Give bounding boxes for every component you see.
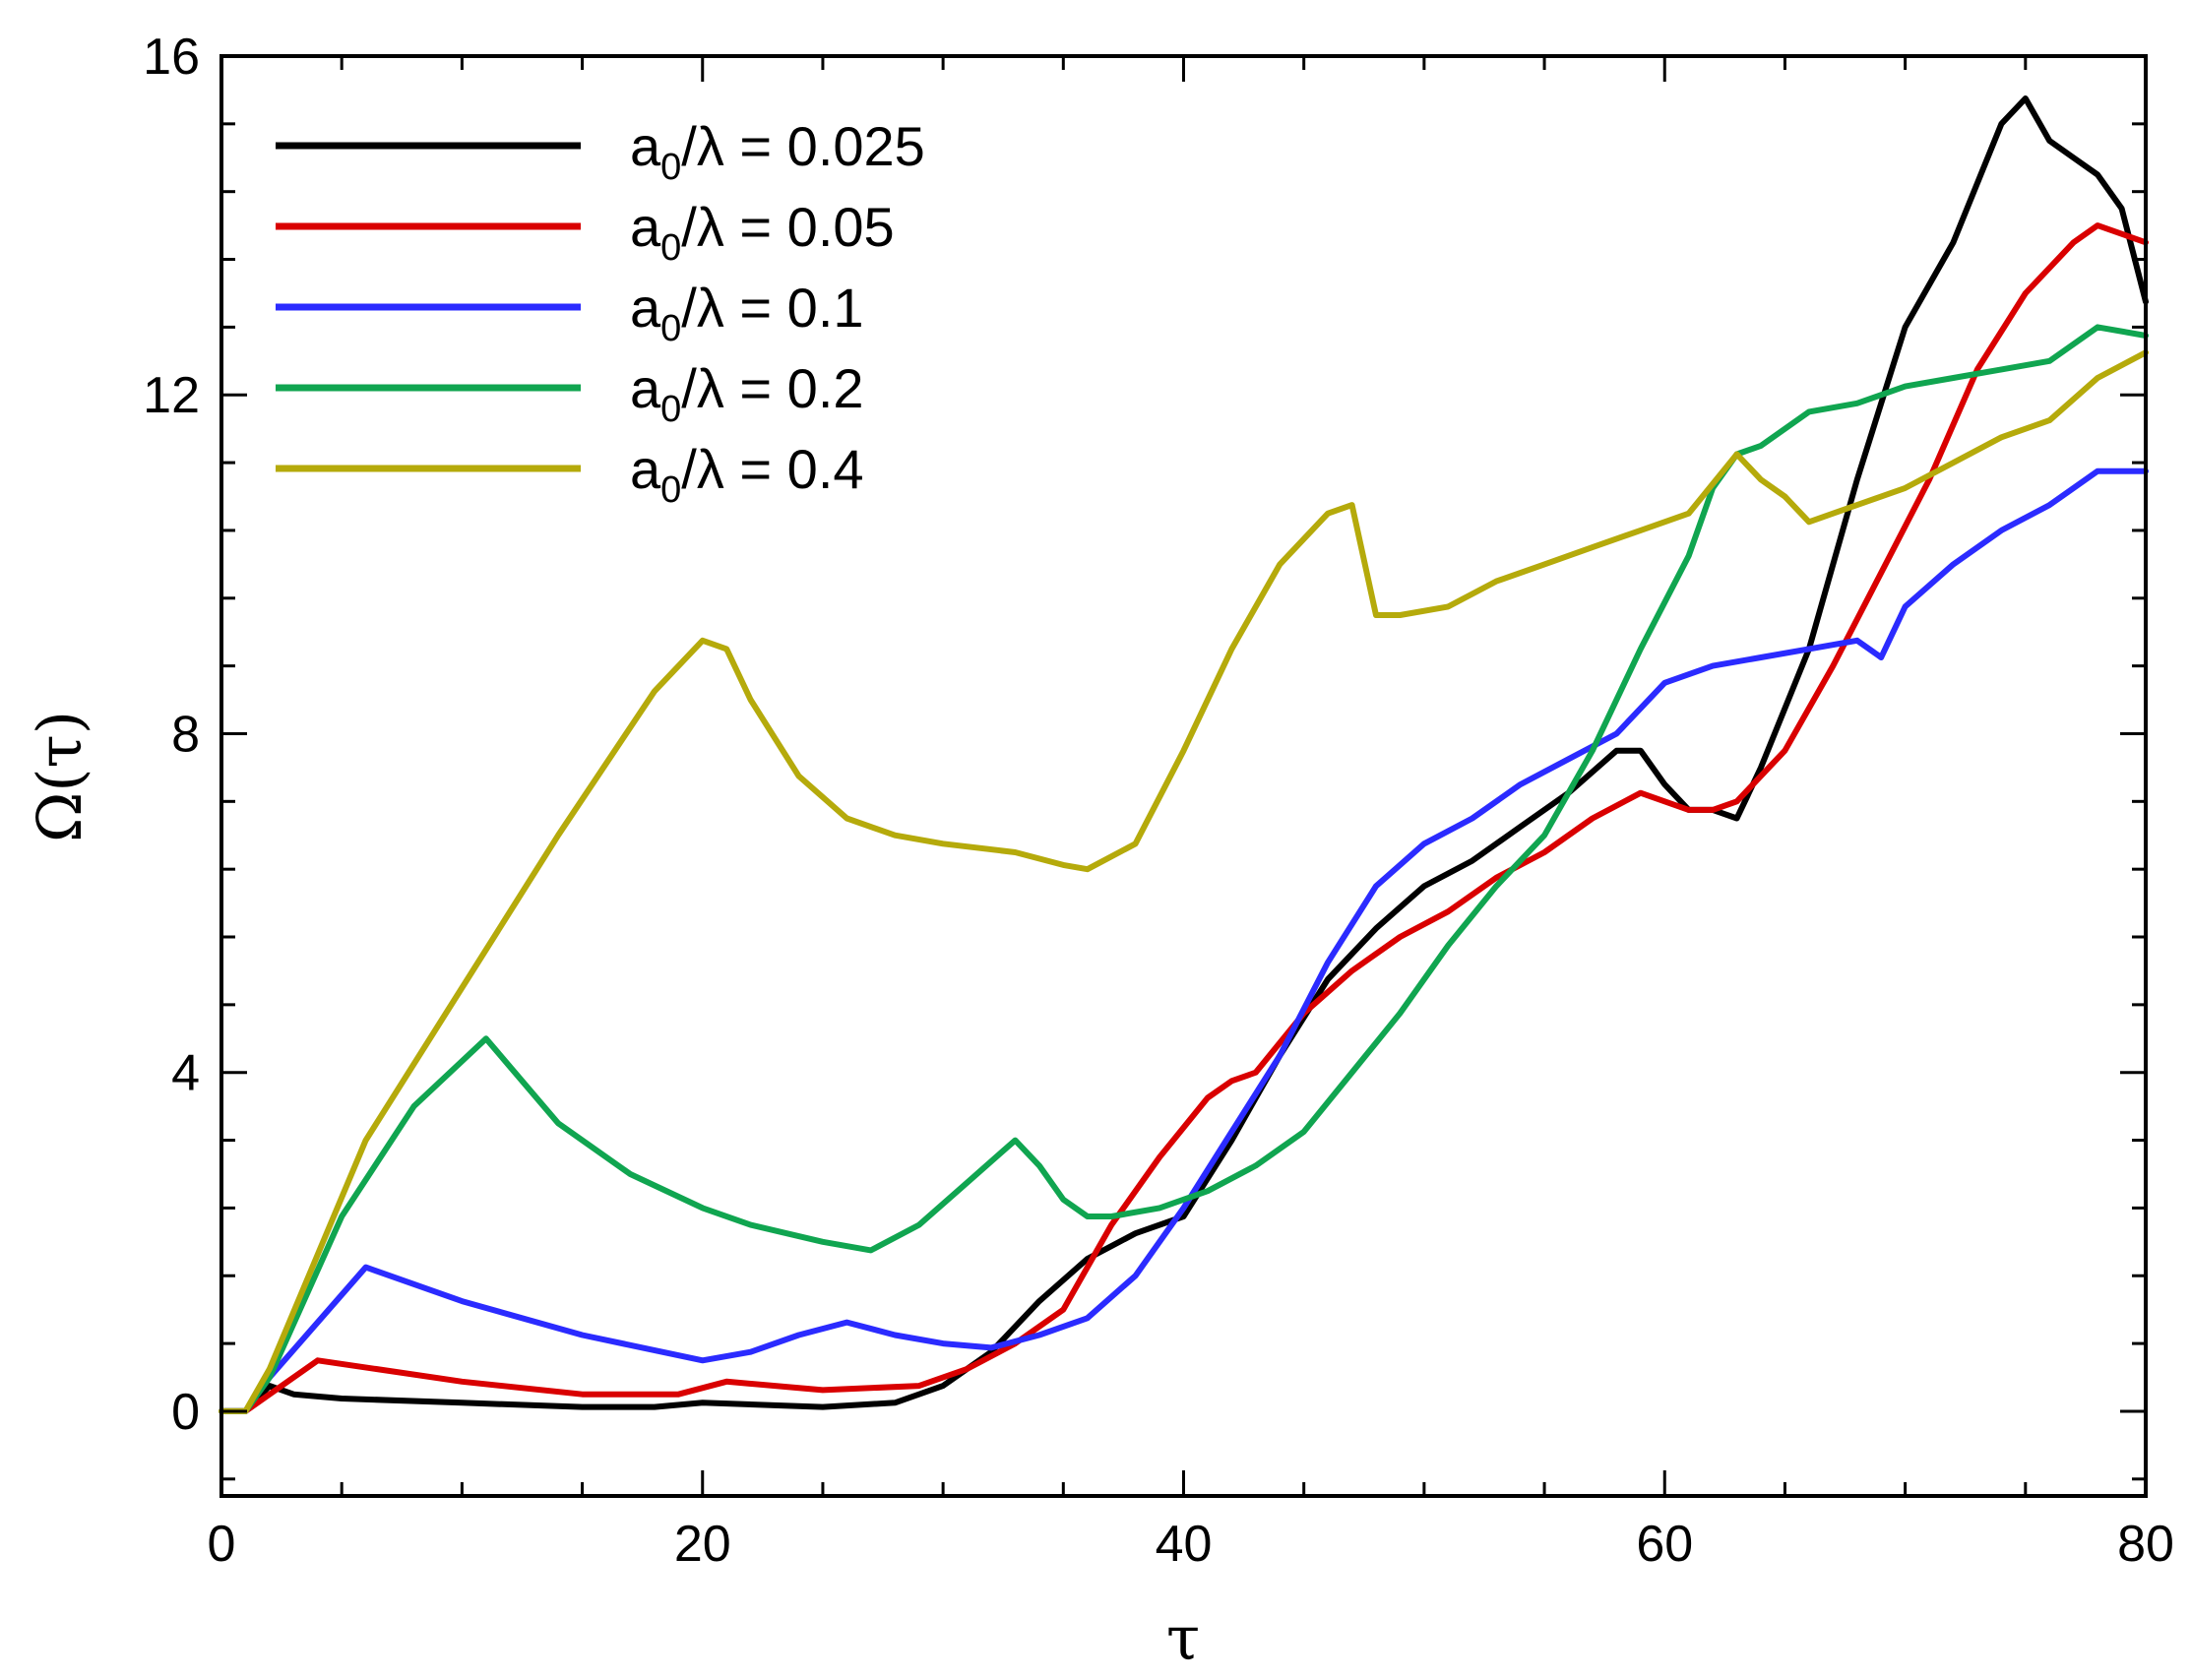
legend-label-2: a0/λ = 0.1	[630, 277, 864, 349]
series-line-4	[219, 349, 2149, 1414]
y-tick-label: 12	[143, 367, 200, 424]
legend-label-0: a0/λ = 0.025	[630, 115, 925, 188]
series-line-1	[219, 222, 2149, 1414]
legend-label-1: a0/λ = 0.05	[630, 196, 895, 269]
plot-frame	[219, 54, 2148, 1498]
y-tick-label: 8	[171, 706, 200, 763]
x-tick-label: 0	[208, 1516, 236, 1573]
series-line-3	[219, 324, 2149, 1414]
y-tick-label: 0	[171, 1384, 200, 1441]
x-tick-label: 60	[1636, 1516, 1693, 1573]
x-tick-label: 20	[674, 1516, 731, 1573]
x-tick-label: 80	[2117, 1516, 2174, 1573]
legend: a0/λ = 0.025 a0/λ = 0.05 a0/λ = 0.1 a0/λ = …	[276, 115, 925, 511]
series-line-2	[219, 467, 2149, 1414]
legend-label-4: a0/λ = 0.4	[630, 438, 864, 511]
legend-label-3: a0/λ = 0.2	[630, 357, 864, 430]
ticks-layer: 0 20 40 60 80 0 4 8 12 16	[143, 29, 2174, 1573]
series-line-0	[219, 95, 2149, 1414]
y-tick-label: 16	[143, 29, 200, 86]
series-layer	[219, 95, 2149, 1414]
y-tick-label: 4	[171, 1045, 200, 1102]
y-axis-title: Ω(τ)	[24, 711, 95, 842]
x-axis-title: τ	[1166, 1602, 1200, 1674]
x-tick-label: 40	[1156, 1516, 1213, 1573]
